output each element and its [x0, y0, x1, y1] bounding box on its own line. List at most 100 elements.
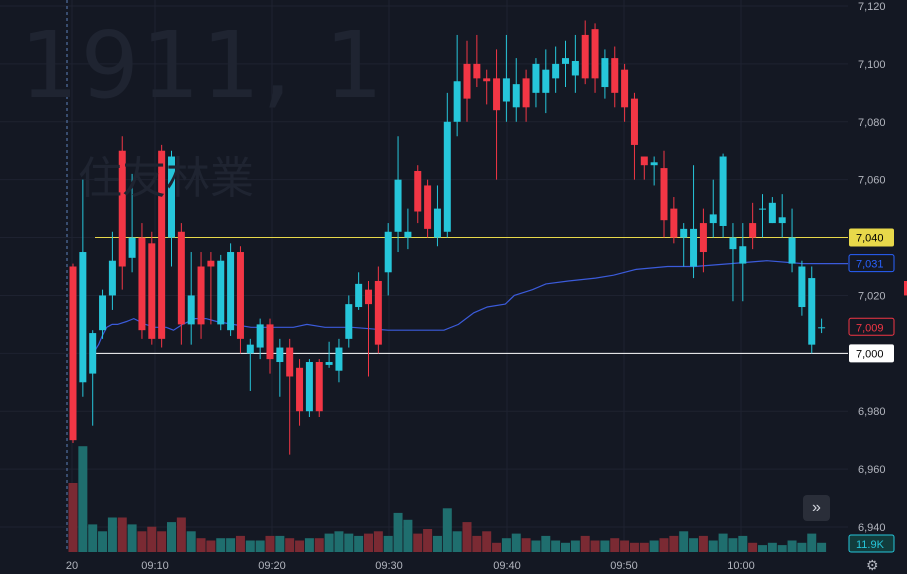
- volume-bar: [442, 508, 452, 552]
- volume-bar: [107, 517, 117, 552]
- candle-body[interactable]: [522, 78, 530, 108]
- candle-body[interactable]: [562, 58, 569, 64]
- volume-bar: [285, 538, 295, 552]
- volume-bar: [344, 533, 354, 552]
- volume-bar: [98, 531, 108, 552]
- candle-body[interactable]: [177, 231, 185, 325]
- candle-body[interactable]: [719, 156, 727, 226]
- candle-body[interactable]: [256, 324, 264, 348]
- candle-body[interactable]: [384, 231, 392, 273]
- candle-body[interactable]: [798, 266, 806, 308]
- candle-body[interactable]: [532, 63, 540, 93]
- candle-body[interactable]: [630, 98, 638, 145]
- candle-body[interactable]: [670, 208, 678, 238]
- candle-body[interactable]: [453, 81, 461, 122]
- candle-body[interactable]: [118, 150, 126, 267]
- candle-body[interactable]: [246, 344, 254, 354]
- volume-bar: [689, 538, 699, 552]
- candle-body[interactable]: [335, 347, 343, 371]
- candle-body[interactable]: [89, 333, 97, 374]
- candle-body[interactable]: [502, 78, 510, 102]
- candle-body[interactable]: [542, 69, 550, 93]
- candle-body[interactable]: [168, 156, 175, 238]
- candle-body[interactable]: [601, 58, 609, 88]
- candle-body[interactable]: [315, 362, 323, 412]
- candle-body[interactable]: [187, 295, 195, 325]
- candle-body[interactable]: [79, 252, 87, 383]
- candle-body[interactable]: [709, 214, 717, 224]
- candle-body[interactable]: [69, 266, 77, 441]
- candle-body[interactable]: [296, 367, 304, 412]
- candle-body[interactable]: [778, 217, 786, 224]
- candle-body[interactable]: [483, 78, 491, 82]
- volume-bar: [68, 483, 78, 552]
- candle-body[interactable]: [305, 362, 313, 412]
- candle-body[interactable]: [581, 34, 589, 79]
- volume-bar: [492, 542, 502, 552]
- volume-bar: [137, 531, 147, 552]
- candle-body[interactable]: [355, 283, 363, 308]
- candle-body[interactable]: [571, 60, 579, 76]
- candle-body[interactable]: [365, 289, 372, 305]
- candle-body[interactable]: [138, 237, 146, 331]
- candle-body[interactable]: [512, 84, 520, 108]
- candle-body[interactable]: [433, 208, 441, 238]
- volume-bar: [748, 542, 758, 552]
- candle-body[interactable]: [424, 185, 432, 229]
- volume-bar: [698, 535, 708, 552]
- candle-body[interactable]: [463, 63, 471, 99]
- volume-bar: [403, 519, 413, 552]
- candle-body[interactable]: [808, 278, 816, 345]
- candle-body[interactable]: [493, 78, 501, 111]
- candle-body[interactable]: [108, 260, 116, 296]
- volume-bar: [196, 538, 206, 552]
- volume-bar: [472, 535, 482, 552]
- candle-body[interactable]: [236, 252, 244, 339]
- x-tick-label: 10:00: [727, 560, 755, 572]
- candle-body[interactable]: [374, 280, 382, 345]
- candle-body[interactable]: [650, 162, 658, 166]
- candle-body[interactable]: [207, 260, 215, 267]
- volume-tag-label: 11.9K: [856, 539, 885, 551]
- candle-body[interactable]: [414, 170, 422, 212]
- candle-body[interactable]: [197, 266, 205, 325]
- candle-body[interactable]: [148, 243, 156, 339]
- candle-body[interactable]: [729, 237, 737, 250]
- candle-body[interactable]: [345, 304, 353, 339]
- candle-body[interactable]: [217, 260, 225, 325]
- volume-bar: [531, 540, 541, 552]
- candle-body[interactable]: [394, 179, 402, 232]
- candle-body[interactable]: [128, 237, 136, 258]
- candle-body[interactable]: [286, 347, 294, 377]
- candle-body[interactable]: [443, 121, 451, 232]
- candle-body[interactable]: [621, 69, 629, 108]
- candle-body[interactable]: [591, 29, 599, 79]
- candle-body[interactable]: [680, 228, 688, 238]
- next-candle-stub: [904, 280, 907, 296]
- candle-body[interactable]: [227, 252, 235, 331]
- candle-body[interactable]: [699, 223, 707, 253]
- candle-body[interactable]: [788, 237, 796, 264]
- volume-bar: [511, 533, 521, 552]
- candle-body[interactable]: [768, 202, 776, 224]
- candle-body[interactable]: [611, 58, 619, 93]
- candle-body[interactable]: [99, 295, 107, 331]
- candle-body[interactable]: [325, 362, 333, 365]
- candle-body[interactable]: [818, 327, 826, 329]
- candle-body[interactable]: [739, 246, 747, 264]
- candle-body[interactable]: [749, 223, 757, 238]
- candle-body[interactable]: [404, 231, 412, 238]
- candle-body[interactable]: [640, 156, 648, 166]
- candle-body[interactable]: [266, 324, 274, 360]
- candle-body[interactable]: [276, 347, 284, 363]
- candle-body[interactable]: [759, 208, 766, 210]
- candle-body[interactable]: [473, 63, 481, 79]
- candle-body[interactable]: [690, 228, 698, 267]
- volume-bar: [432, 535, 442, 552]
- candle-body[interactable]: [552, 63, 560, 79]
- candle-body[interactable]: [158, 150, 166, 339]
- candle-body[interactable]: [660, 168, 668, 221]
- scroll-to-realtime-button[interactable]: »: [803, 495, 830, 521]
- gear-icon[interactable]: ⚙: [866, 557, 879, 573]
